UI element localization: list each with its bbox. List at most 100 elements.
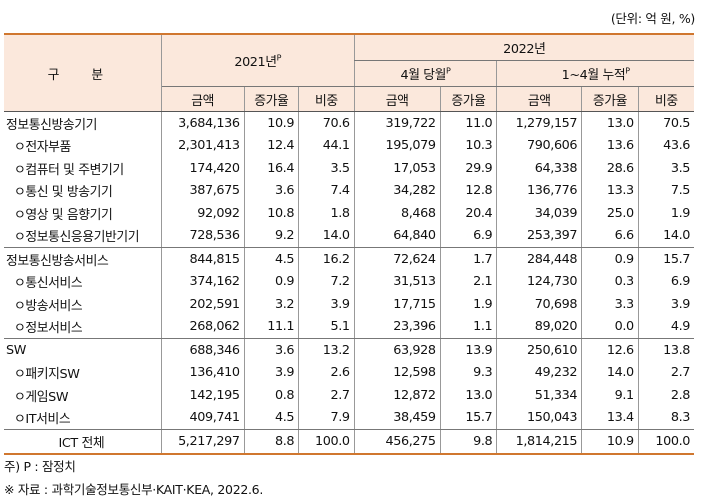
cell-value: 72,624 — [353, 247, 441, 271]
row-label: ㅇ패키지SW — [14, 367, 80, 383]
cell-value: 89,020 — [496, 315, 582, 339]
cell-value: 9.3 — [439, 361, 497, 384]
cell-value: 3.3 — [581, 293, 639, 316]
cell-value: 7.9 — [298, 406, 355, 430]
cell-value: 13.0 — [439, 384, 497, 407]
col-growth-2021: 증가율 — [243, 86, 299, 112]
row-label: ㅇ정보서비스 — [4, 315, 162, 339]
header-category: 구 분 — [4, 33, 162, 112]
cell-value: 844,815 — [160, 247, 245, 271]
row-label: ㅇ방송서비스 — [14, 298, 83, 314]
cell-value: 63,928 — [353, 338, 441, 362]
cell-value: 174,420 — [160, 157, 245, 180]
cell-value: 1.7 — [439, 247, 497, 271]
cell-value: 3.9 — [243, 361, 299, 384]
cell-value: 253,397 — [496, 224, 582, 248]
cell-value: 31,513 — [353, 270, 441, 293]
cell-value: 9.8 — [439, 429, 497, 455]
header-apr: 4월 당월P — [353, 60, 497, 87]
cell-value: 319,722 — [353, 111, 441, 135]
cell-value: 2.7 — [298, 384, 355, 407]
cell-value: 9.2 — [243, 224, 299, 248]
cell-value: 195,079 — [353, 134, 441, 157]
cell-value: 13.8 — [637, 338, 694, 362]
cell-value: 2,301,413 — [160, 134, 245, 157]
col-share-2021: 비중 — [298, 86, 355, 112]
cell-value: 8,468 — [353, 202, 441, 225]
cell-value: 12.4 — [243, 134, 299, 157]
header-cumulative: 1~4월 누적P — [496, 60, 694, 87]
cell-value: 284,448 — [496, 247, 582, 271]
table-row: ㅇ방송서비스 202,591 3.2 3.9 17,715 1.9 70,698 3.3 3.9 — [4, 293, 694, 316]
cell-value: 10.8 — [243, 202, 299, 225]
cell-value: 13.9 — [439, 338, 497, 362]
cell-value: 51,334 — [496, 384, 582, 407]
cell-value: 11.1 — [243, 315, 299, 339]
row-label: ㅇ통신서비스 — [14, 276, 83, 292]
cell-value: 250,610 — [496, 338, 582, 362]
cell-value: 15.7 — [637, 247, 694, 271]
cell-value: 6.9 — [439, 224, 497, 248]
row-label: ㅇ정보통신응용기반기기 — [4, 224, 162, 248]
cell-value: 38,459 — [353, 406, 441, 430]
cell-value: 28.6 — [581, 157, 639, 180]
cell-value: 0.0 — [581, 315, 639, 339]
cell-value: 4.9 — [637, 315, 694, 339]
cell-value: 3.6 — [243, 179, 299, 202]
cell-value: 16.2 — [298, 247, 355, 271]
cell-value: 13.0 — [581, 111, 639, 135]
unit-note: (단위: 억 원, %) — [610, 11, 695, 26]
ict-data-table: 구 분 2021년P 2022년 4월 당월P 1~4월 누적P 금액 증가율 … — [4, 33, 694, 455]
cell-value: 10.9 — [243, 111, 299, 135]
cell-value: 15.7 — [439, 406, 497, 430]
table-row: ㅇ게임SW 142,195 0.8 2.7 12,872 13.0 51,334 9.1 2.8 — [4, 384, 694, 407]
table-row: 정보통신방송기기 3,684,136 10.9 70.6 319,722 11.0 1,27… — [4, 111, 694, 135]
cell-value: 268,062 — [160, 315, 245, 339]
cell-value: 64,840 — [353, 224, 441, 248]
table-row: ㅇ통신 및 방송기기 387,675 3.6 7.4 34,282 12.8 136,776… — [4, 179, 694, 202]
cell-value: 7.5 — [637, 179, 694, 202]
cell-value: 3.2 — [243, 293, 299, 316]
cell-value: 202,591 — [160, 293, 245, 316]
cell-value: 409,741 — [160, 406, 245, 430]
row-label: 정보통신방송서비스 — [6, 253, 109, 269]
cell-value: 13.3 — [581, 179, 639, 202]
footnote-provisional: 주) P : 잠정치 — [4, 459, 76, 474]
cell-value: 3.9 — [637, 293, 694, 316]
row-label: 정보통신방송기기 — [6, 117, 97, 133]
cell-value: 456,275 — [353, 429, 441, 455]
cell-value: 13.4 — [581, 406, 639, 430]
cell-value: 4.5 — [243, 247, 299, 271]
cell-value: 1,814,215 — [496, 429, 582, 455]
cell-value: 0.8 — [243, 384, 299, 407]
col-amount-apr: 금액 — [353, 86, 441, 112]
cell-value: 11.0 — [439, 111, 497, 135]
cell-value: 374,162 — [160, 270, 245, 293]
cell-value: 6.9 — [637, 270, 694, 293]
cell-value: 1.8 — [298, 202, 355, 225]
table-row: ㅇ정보서비스 268,062 11.1 5.1 23,396 1.1 89,020 0.0 4.… — [4, 315, 694, 339]
row-label: SW — [6, 342, 26, 358]
cell-value: 2.1 — [439, 270, 497, 293]
cell-value: 64,338 — [496, 157, 582, 180]
row-label: ㅇ통신 및 방송기기 — [14, 185, 113, 201]
cell-value: 70,698 — [496, 293, 582, 316]
cell-value: 136,410 — [160, 361, 245, 384]
cell-value: 8.3 — [637, 406, 694, 430]
cell-value: 1.1 — [439, 315, 497, 339]
cell-value: 3.9 — [298, 293, 355, 316]
cell-value: 43.6 — [637, 134, 694, 157]
cell-value: 12,598 — [353, 361, 441, 384]
cell-value: 16.4 — [243, 157, 299, 180]
cell-value: 142,195 — [160, 384, 245, 407]
cell-value: 92,092 — [160, 202, 245, 225]
cell-value: 13.2 — [298, 338, 355, 362]
cell-value: 49,232 — [496, 361, 582, 384]
footnote-source: ※ 자료 : 과학기술정보통신부·KAIT·KEA, 2022.6. — [4, 482, 264, 497]
cell-value: 728,536 — [160, 224, 245, 248]
cell-value: 34,039 — [496, 202, 582, 225]
cell-value: 5,217,297 — [160, 429, 245, 455]
table-row: 정보통신방송서비스 844,815 4.5 16.2 72,624 1.7 284,448 0… — [4, 247, 694, 271]
cell-value: 34,282 — [353, 179, 441, 202]
cell-value: 25.0 — [581, 202, 639, 225]
